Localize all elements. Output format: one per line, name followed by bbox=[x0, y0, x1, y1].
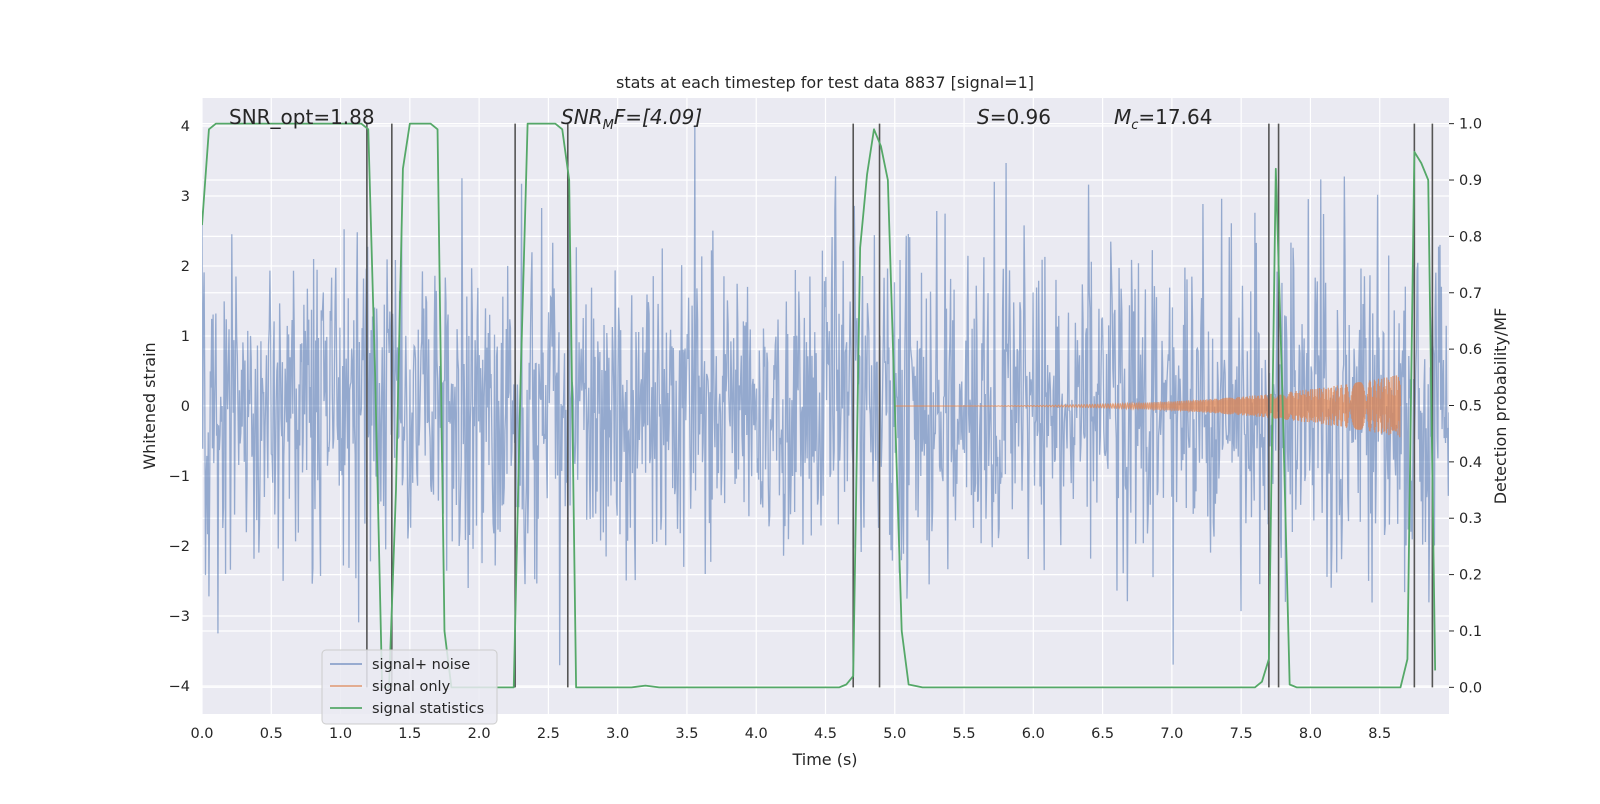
y-tick-label-right: 0.1 bbox=[1459, 624, 1482, 640]
x-tick-label: 7.5 bbox=[1230, 726, 1253, 742]
annotation-s: S=0.96 bbox=[977, 105, 1051, 129]
y-tick-label: 4 bbox=[181, 119, 190, 135]
y-tick-label-right: 0.3 bbox=[1459, 511, 1482, 527]
annotation-mc: Mc=17.64 bbox=[1114, 105, 1212, 133]
y-tick-label-right: 0.0 bbox=[1459, 680, 1482, 696]
x-axis-label: Time (s) bbox=[791, 750, 857, 769]
y-ticks-right: 1.0 0.9 0.8 0.7 0.6 0.5 0.4 0.3 0.2 0.1 0.0 bbox=[1449, 117, 1482, 696]
y-axis-label: Whitened strain bbox=[140, 342, 159, 469]
legend-box bbox=[321, 649, 498, 725]
y-tick-label: 3 bbox=[181, 189, 190, 205]
signal-series bbox=[894, 375, 1402, 438]
x-tick-label: 4.0 bbox=[745, 726, 768, 742]
x-tick-label: 3.0 bbox=[606, 726, 629, 742]
y-tick-label-right: 1.0 bbox=[1459, 117, 1482, 133]
signal-trace bbox=[894, 375, 1402, 438]
x-ticks: 0.0 0.5 1.0 1.5 2.0 2.5 3.0 3.5 4.0 4.5 5.0 5.5 6.0 6… bbox=[190, 726, 1391, 742]
x-tick-label: 5.5 bbox=[953, 726, 976, 742]
x-tick-label: 7.0 bbox=[1160, 726, 1183, 742]
y-tick-label-right: 0.5 bbox=[1459, 398, 1482, 414]
y-tick-label-right: 0.7 bbox=[1459, 286, 1482, 302]
y-tick-label: 2 bbox=[181, 259, 190, 275]
x-tick-label: 1.0 bbox=[329, 726, 352, 742]
x-tick-label: 0.5 bbox=[260, 726, 283, 742]
y-tick-label-right: 0.2 bbox=[1459, 568, 1482, 584]
y-tick-label: 1 bbox=[181, 329, 190, 345]
x-tick-label: 6.0 bbox=[1022, 726, 1045, 742]
noise-series bbox=[202, 125, 1449, 666]
y-tick-label: −1 bbox=[169, 469, 190, 485]
x-tick-label: 5.0 bbox=[883, 726, 906, 742]
legend-label-statistics: signal statistics bbox=[372, 701, 484, 717]
legend-label-noise: signal+ noise bbox=[372, 657, 470, 673]
annotation-snr-opt: SNR_opt=1.88 bbox=[229, 105, 375, 129]
x-tick-label: 8.0 bbox=[1299, 726, 1322, 742]
y-tick-label-right: 0.8 bbox=[1459, 229, 1482, 245]
x-tick-label: 3.5 bbox=[675, 726, 698, 742]
x-tick-label: 2.5 bbox=[537, 726, 560, 742]
y-tick-label: −2 bbox=[169, 539, 190, 555]
annotation-snr-mf: SNRMF=[4.09] bbox=[561, 105, 702, 133]
x-tick-label: 6.5 bbox=[1091, 726, 1114, 742]
noise-trace bbox=[202, 125, 1449, 666]
y-tick-label-right: 0.6 bbox=[1459, 342, 1482, 358]
y-axis-label-right: Detection probability/MF bbox=[1491, 308, 1510, 505]
y-tick-label-right: 0.9 bbox=[1459, 173, 1482, 189]
x-tick-label: 8.5 bbox=[1368, 726, 1391, 742]
x-tick-label: 1.5 bbox=[398, 726, 421, 742]
x-tick-label: 0.0 bbox=[190, 726, 213, 742]
legend-label-signal: signal only bbox=[372, 679, 451, 695]
y-tick-label: −4 bbox=[169, 679, 190, 695]
y-tick-label: −3 bbox=[169, 609, 190, 625]
y-tick-label-right: 0.4 bbox=[1459, 455, 1482, 471]
y-ticks-left: 4 3 2 1 0 −1 −2 −3 −4 bbox=[169, 119, 190, 695]
legend: signal+ noise signal only signal statist… bbox=[321, 649, 498, 725]
x-tick-label: 2.0 bbox=[468, 726, 491, 742]
y-tick-label: 0 bbox=[181, 399, 190, 415]
chart-title: stats at each timestep for test data 883… bbox=[616, 73, 1034, 92]
x-tick-label: 4.5 bbox=[814, 726, 837, 742]
